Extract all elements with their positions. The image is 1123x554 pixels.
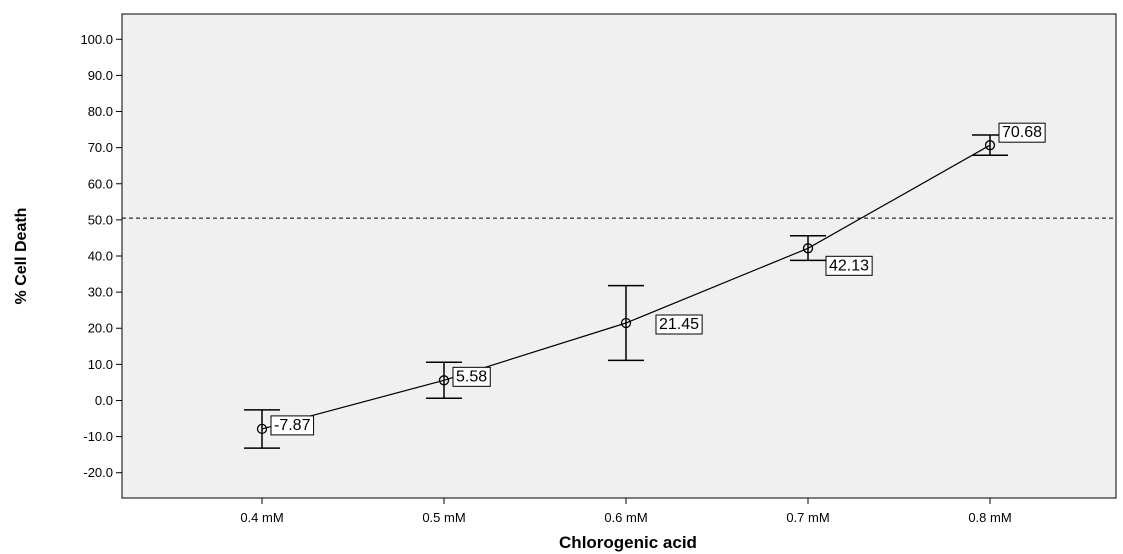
- y-tick-label-7: 50.0: [88, 212, 113, 227]
- data-label-1: 5.58: [452, 366, 491, 387]
- data-label-text-3: 42.13: [829, 257, 869, 274]
- data-label-box-2: [655, 314, 703, 335]
- y-tick-label-2: 0.0: [95, 393, 113, 408]
- y-tick-label-0: -20.0: [83, 465, 113, 480]
- x-axis: 0.4 mM 0.5 mM 0.6 mM 0.7 mM 0.8 mM: [240, 498, 1012, 525]
- x-tick-label-0: 0.4 mM: [240, 510, 283, 525]
- data-label-box-1: [452, 366, 491, 387]
- y-axis: -20.0 -10.0 0.0 10.0 20.0 30.0 40.0 50.0 60.0 70.…: [80, 32, 122, 480]
- data-label-4: 70.68: [998, 122, 1046, 143]
- series-line: [261, 144, 991, 430]
- y-tick-label-11: 90.0: [88, 68, 113, 83]
- data-label-text-2: 21.45: [659, 316, 699, 333]
- data-label-text-4: 70.68: [1002, 124, 1042, 141]
- y-tick-label-12: 100.0: [80, 32, 113, 47]
- data-markers: [256, 140, 996, 435]
- data-label-text-1: 5.58: [456, 368, 487, 385]
- data-label-0: -7.87: [270, 415, 315, 436]
- x-tick-label-2: 0.6 mM: [604, 510, 647, 525]
- data-label-box-0: [270, 415, 315, 436]
- x-axis-title: Chlorogenic acid: [559, 533, 697, 552]
- data-label-text-0: -7.87: [274, 417, 311, 434]
- y-axis-title: % Cell Death: [13, 208, 30, 305]
- x-tick-label-4: 0.8 mM: [968, 510, 1011, 525]
- y-tick-label-1: -10.0: [83, 429, 113, 444]
- y-tick-label-6: 40.0: [88, 249, 113, 264]
- x-tick-label-3: 0.7 mM: [786, 510, 829, 525]
- y-tick-label-8: 60.0: [88, 176, 113, 191]
- x-tick-label-1: 0.5 mM: [422, 510, 465, 525]
- y-tick-label-9: 70.0: [88, 140, 113, 155]
- data-label-3: 42.13: [825, 255, 873, 276]
- data-point-1: [438, 375, 450, 386]
- data-label-box-4: [998, 122, 1046, 143]
- y-tick-label-5: 30.0: [88, 285, 113, 300]
- data-label-2: 21.45: [655, 314, 703, 335]
- data-point-2: [620, 317, 632, 329]
- error-bar-0: [244, 409, 280, 449]
- data-point-3: [802, 243, 814, 254]
- y-tick-label-10: 80.0: [88, 104, 113, 119]
- data-label-box-3: [825, 255, 873, 276]
- data-point-4: [984, 140, 996, 151]
- data-point-0: [256, 423, 268, 435]
- y-tick-label-4: 20.0: [88, 321, 113, 336]
- data-labels: -7.87 5.58 21.45 42.13 70.68: [270, 122, 1046, 436]
- y-tick-label-3: 10.0: [88, 357, 113, 372]
